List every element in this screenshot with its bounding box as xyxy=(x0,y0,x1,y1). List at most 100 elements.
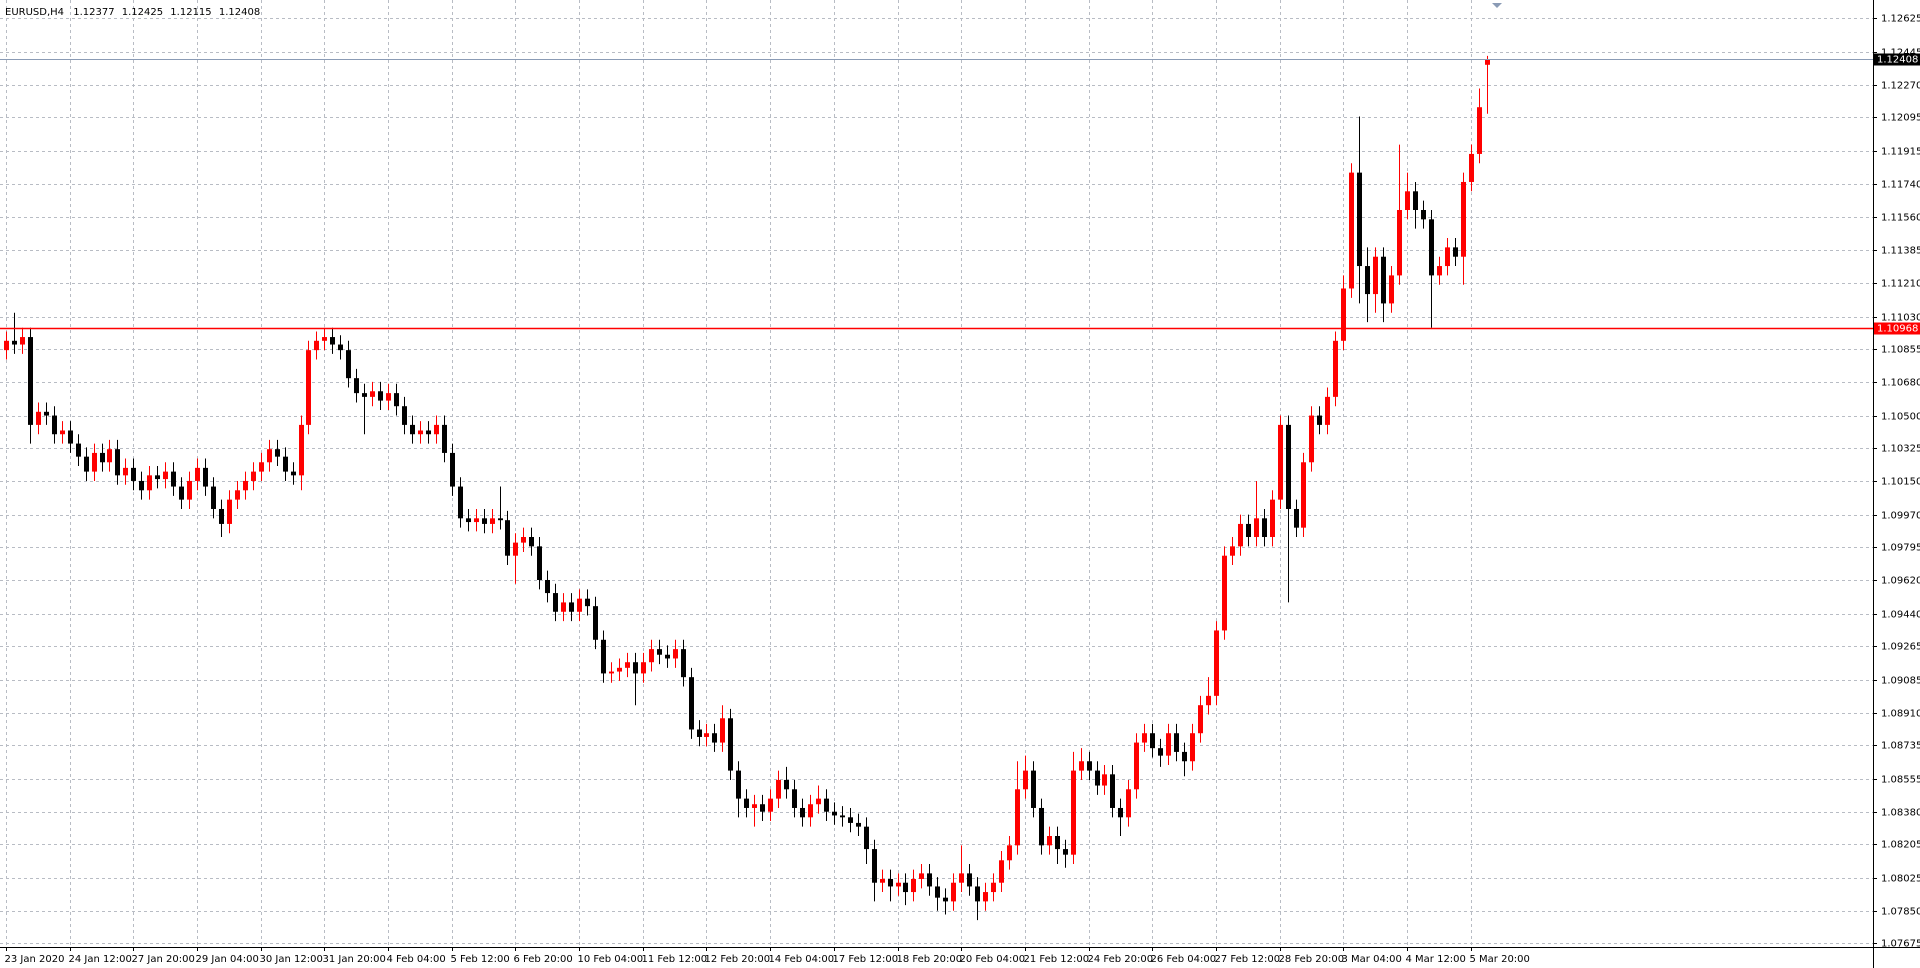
candle-body xyxy=(1047,836,1052,846)
candle-body xyxy=(752,804,757,808)
x-tick-label: 24 Jan 12:00 xyxy=(69,954,132,965)
candle-body xyxy=(553,593,558,612)
candle-body xyxy=(1142,733,1147,743)
y-tick-label: 1.09620 xyxy=(1881,576,1920,587)
candle-body xyxy=(569,602,574,612)
x-tick-label: 21 Feb 12:00 xyxy=(1024,954,1090,965)
candle-body xyxy=(227,499,232,524)
candle-body xyxy=(951,882,956,902)
candle-body xyxy=(864,826,869,850)
x-tick-label: 10 Feb 04:00 xyxy=(578,954,644,965)
candle-body xyxy=(155,475,160,480)
candle-body xyxy=(1190,733,1195,762)
x-tick-label: 24 Feb 20:00 xyxy=(1088,954,1154,965)
candle-body xyxy=(211,486,216,509)
y-tick-label: 1.08205 xyxy=(1881,840,1920,851)
candle-body xyxy=(1349,172,1354,289)
candle-body xyxy=(1286,424,1291,509)
candle-body xyxy=(251,471,256,481)
candle-body xyxy=(1453,247,1458,257)
candle-body xyxy=(482,518,487,524)
x-tick-label: 18 Feb 20:00 xyxy=(897,954,963,965)
candle-body xyxy=(1485,59,1490,65)
candle-body xyxy=(728,718,733,771)
y-tick-label: 1.12445 xyxy=(1881,48,1920,59)
last-low: 1.12115 xyxy=(170,7,211,18)
x-tick-label: 31 Jan 20:00 xyxy=(323,954,386,965)
candle-body xyxy=(840,815,845,818)
x-tick-label: 28 Feb 20:00 xyxy=(1279,954,1345,965)
candle-body xyxy=(36,411,41,425)
last-close: 1.12408 xyxy=(219,7,260,18)
candle-body xyxy=(1469,153,1474,182)
candle-body xyxy=(1270,499,1275,538)
candle-body xyxy=(505,520,510,556)
candle-body xyxy=(179,486,184,500)
candle-body xyxy=(1102,774,1107,786)
candle-body xyxy=(617,667,622,672)
candle-body xyxy=(139,480,144,491)
candle-body xyxy=(880,878,885,883)
y-tick-label: 1.12270 xyxy=(1881,81,1920,92)
y-tick-label: 1.09085 xyxy=(1881,676,1920,687)
candle-body xyxy=(521,537,526,543)
candle-body xyxy=(1445,247,1450,267)
y-tick-label: 1.08555 xyxy=(1881,775,1920,786)
y-tick-label: 1.08380 xyxy=(1881,808,1920,819)
candle-body xyxy=(1477,107,1482,154)
y-tick-label: 1.12095 xyxy=(1881,113,1920,124)
y-tick-label: 1.10325 xyxy=(1881,444,1920,455)
candle-body xyxy=(991,882,996,893)
candle-body xyxy=(84,456,89,472)
x-tick-label: 23 Jan 2020 xyxy=(5,954,65,965)
candle-body xyxy=(689,677,694,730)
candle-body xyxy=(657,649,662,655)
candle-body xyxy=(1206,695,1211,706)
candle-body xyxy=(418,430,423,435)
candle-body xyxy=(147,475,152,491)
candle-body xyxy=(68,430,73,444)
candle-body xyxy=(856,822,861,827)
candle-body xyxy=(314,340,319,351)
candle-body xyxy=(330,337,335,345)
candle-body xyxy=(1317,415,1322,425)
x-tick-label: 27 Jan 20:00 xyxy=(132,954,195,965)
candle-body xyxy=(1166,733,1171,756)
x-tick-label: 5 Mar 20:00 xyxy=(1470,954,1530,965)
candle-body xyxy=(633,662,638,674)
y-tick-label: 1.08910 xyxy=(1881,709,1920,720)
candle-body xyxy=(1158,748,1163,756)
shift-marker xyxy=(1492,3,1502,8)
candle-body xyxy=(235,490,240,500)
candle-body xyxy=(577,598,582,612)
x-tick-label: 6 Feb 20:00 xyxy=(514,954,573,965)
candle-body xyxy=(760,804,765,812)
candle-body xyxy=(1110,774,1115,808)
candle-body xyxy=(1381,256,1386,304)
candle-body xyxy=(1373,256,1378,295)
candle-body xyxy=(1429,219,1434,276)
candle-body xyxy=(370,391,375,397)
candle-body xyxy=(426,430,431,435)
candles xyxy=(4,55,1490,921)
candle-body xyxy=(665,654,670,659)
y-tick-label: 1.09970 xyxy=(1881,511,1920,522)
candle-body xyxy=(848,817,853,823)
candle-body xyxy=(601,639,606,674)
candle-body xyxy=(704,733,709,737)
candle-body xyxy=(450,452,455,487)
candle-body xyxy=(299,424,304,476)
candle-body xyxy=(1325,396,1330,425)
header: EURUSD,H4 1.12377 1.12425 1.12115 1.1240… xyxy=(5,7,260,18)
y-tick-label: 1.10855 xyxy=(1881,345,1920,356)
candle-body xyxy=(832,811,837,816)
candle-body xyxy=(585,598,590,607)
y-tick-label: 1.11385 xyxy=(1881,246,1920,257)
candle-body xyxy=(776,779,781,799)
candle-body xyxy=(1079,761,1084,771)
candle-body xyxy=(1071,770,1076,855)
candle-body xyxy=(537,546,542,580)
y-tick-label: 1.10680 xyxy=(1881,378,1920,389)
